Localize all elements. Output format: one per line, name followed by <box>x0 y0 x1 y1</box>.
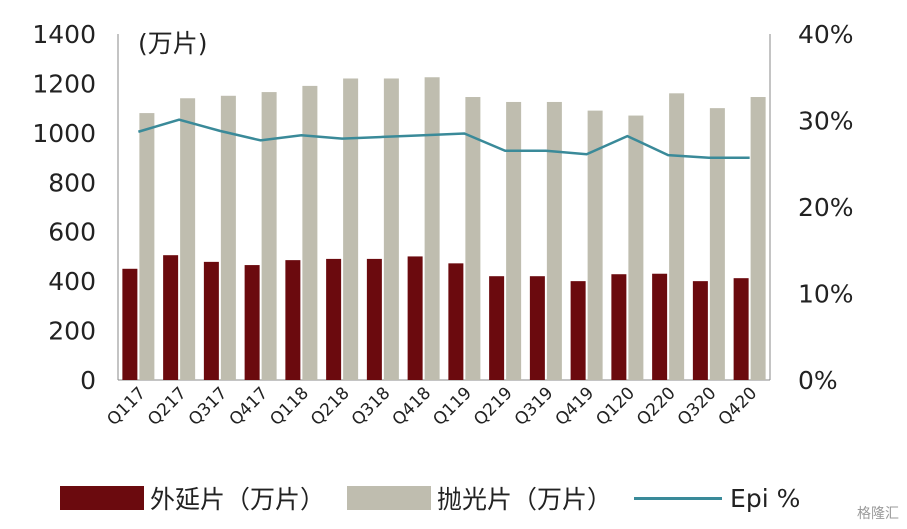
chart: Q117Q217Q317Q417Q118Q218Q318Q418Q119Q219… <box>32 20 853 430</box>
bar-polished-q218 <box>343 78 359 380</box>
legend-swatch-epi-percent <box>634 496 723 500</box>
bar-polished-q317 <box>220 95 236 381</box>
x-tick-q218: Q218 <box>307 383 354 430</box>
bar-epi-q418 <box>407 256 423 380</box>
bar-epi-q220 <box>652 273 668 380</box>
x-tick-q419: Q419 <box>552 383 599 430</box>
bar-epi-q117 <box>122 268 138 380</box>
legend-label-epi-percent: Epi % <box>730 483 801 513</box>
y-left-tick-400: 400 <box>48 267 96 296</box>
legend-label-polished-wafer: 抛光片（万片） <box>437 485 613 514</box>
y-right-tick-30: 30% <box>798 107 854 136</box>
bar-polished-q217 <box>180 98 196 380</box>
x-tick-q418: Q418 <box>389 383 436 430</box>
bar-epi-q319 <box>529 276 545 380</box>
y-left-tick-200: 200 <box>48 317 96 346</box>
legend-item-polished-wafer: 抛光片（万片） <box>347 480 612 516</box>
y-left-tick-600: 600 <box>48 218 96 247</box>
bar-polished-q220 <box>669 93 685 381</box>
legend-label-epi-wafer: 外延片（万片） <box>150 485 326 514</box>
unit-label: (万片) <box>138 29 208 58</box>
x-tick-q417: Q417 <box>226 383 273 430</box>
bar-epi-q419 <box>570 281 586 380</box>
x-tick-q119: Q119 <box>429 383 476 430</box>
y-left-tick-0: 0 <box>80 366 96 395</box>
y-right-tick-0: 0% <box>798 366 838 395</box>
legend-swatch-epi-wafer <box>60 486 144 510</box>
legend: 外延片（万片） 抛光片（万片） Epi % <box>60 478 822 518</box>
bar-epi-q318 <box>366 258 382 380</box>
legend-item-epi-percent: Epi % <box>634 484 800 513</box>
y-tick-labels: 0 200 400 600 800 1000 1200 1400 0% 10% 20% 30% 40% <box>32 20 853 395</box>
x-tick-q220: Q220 <box>633 383 680 430</box>
watermark: 格隆汇 <box>857 506 899 522</box>
x-tick-q217: Q217 <box>144 383 191 430</box>
bar-epi-q219 <box>489 276 505 380</box>
bar-epi-q217 <box>163 255 179 380</box>
y-right-tick-40: 40% <box>798 20 854 49</box>
x-tick-q318: Q318 <box>348 383 395 430</box>
bar-polished-q417 <box>261 92 277 380</box>
y-left-tick-1000: 1000 <box>32 119 96 148</box>
y-left-tick-1400: 1400 <box>32 20 96 49</box>
epi-line-series <box>138 118 750 159</box>
x-tick-q219: Q219 <box>470 383 517 430</box>
x-tick-q317: Q317 <box>185 383 232 430</box>
bar-polished-q419 <box>587 110 603 380</box>
bar-polished-q420 <box>750 97 766 381</box>
legend-item-epi-wafer: 外延片（万片） <box>60 480 325 516</box>
y-right-tick-10: 10% <box>798 280 854 309</box>
bar-epi-q118 <box>285 260 301 380</box>
bar-polished-q117 <box>139 113 155 380</box>
bar-polished-q119 <box>465 97 481 381</box>
bar-polished-q118 <box>302 85 318 381</box>
x-tick-q118: Q118 <box>266 383 313 430</box>
bar-epi-q120 <box>611 274 627 380</box>
bar-polished-q219 <box>506 101 522 380</box>
bar-epi-q317 <box>203 261 219 380</box>
bar-epi-q119 <box>448 263 464 380</box>
bar-polished-q120 <box>628 115 644 381</box>
x-tick-q420: Q420 <box>715 383 762 430</box>
y-left-tick-800: 800 <box>48 168 96 197</box>
bar-polished-q418 <box>424 77 440 380</box>
bar-epi-q320 <box>692 281 708 380</box>
legend-swatch-polished-wafer <box>347 486 432 510</box>
bar-polished-q318 <box>383 78 399 380</box>
y-left-tick-1200: 1200 <box>32 69 96 98</box>
epi-percent-line <box>138 118 750 159</box>
bar-epi-q420 <box>733 278 749 380</box>
x-tick-q319: Q319 <box>511 383 558 430</box>
bar-polished-q320 <box>709 108 725 381</box>
bars <box>122 77 766 381</box>
x-tick-q120: Q120 <box>592 383 639 430</box>
bar-epi-q417 <box>244 265 260 380</box>
x-tick-labels: Q117Q217Q317Q417Q118Q218Q318Q418Q119Q219… <box>103 383 761 430</box>
bar-polished-q319 <box>546 101 562 380</box>
bar-epi-q218 <box>326 258 342 380</box>
x-tick-q117: Q117 <box>103 383 150 430</box>
y-right-tick-20: 20% <box>798 193 854 222</box>
x-tick-q320: Q320 <box>674 383 721 430</box>
